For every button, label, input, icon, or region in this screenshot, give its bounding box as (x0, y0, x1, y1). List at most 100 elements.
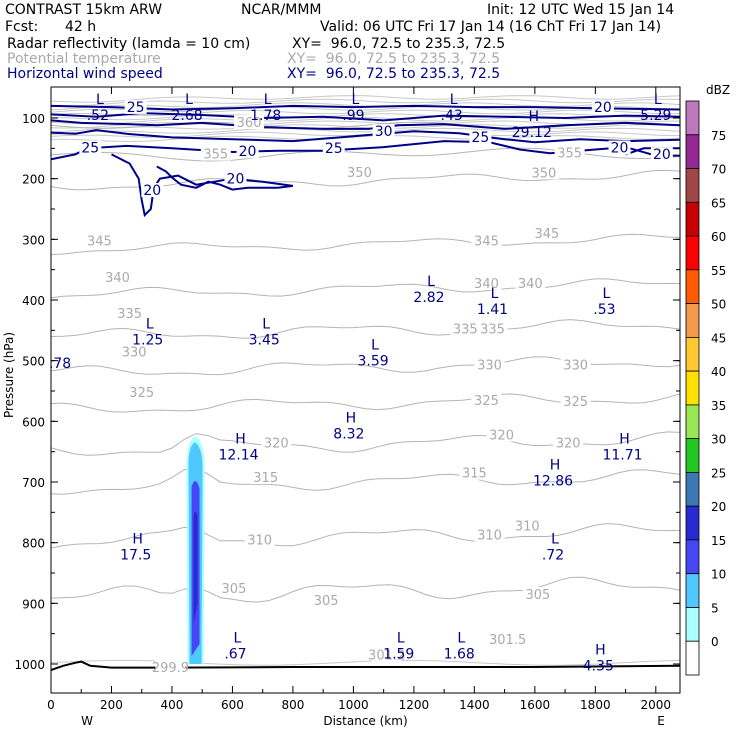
colorbar-level-label: 60 (711, 230, 726, 244)
wind-label-bg (141, 183, 164, 198)
theta-label: 335 (117, 307, 142, 322)
theta-label: 320 (489, 429, 514, 444)
theta-label-bg (261, 435, 292, 450)
low-marker: L (96, 92, 104, 108)
y-tick-label: 300 (22, 233, 45, 247)
x-tick-label: 200 (100, 698, 123, 712)
wind-label: 20 (239, 144, 257, 160)
low-marker: L (264, 92, 272, 108)
wind-contour (111, 153, 294, 218)
theta-label: 350 (532, 166, 557, 181)
theta-label-bg (250, 469, 281, 484)
colorbar-level-label: 55 (711, 264, 726, 278)
extremum-value: .72 (542, 548, 564, 564)
theta-label-bg (560, 357, 591, 372)
theta-contour-upper (51, 135, 680, 142)
low-marker: L (457, 631, 465, 647)
theta-label: 345 (535, 227, 560, 242)
theta-label-bg (218, 580, 249, 595)
high-marker: H (619, 432, 630, 448)
theta-label: 301.5 (489, 633, 526, 648)
theta-label: 310 (515, 520, 540, 535)
colorbar-swatch (685, 303, 700, 338)
east-label: E (657, 714, 665, 728)
low-marker: L (654, 92, 662, 108)
theta-label: 330 (563, 359, 588, 374)
field-xy-reflectivity: XY= 96.0, 72.5 to 235.3, 72.5 (292, 36, 506, 52)
theta-label-bg (486, 427, 517, 442)
west-label: W (81, 714, 93, 728)
theta-contour-upper (51, 116, 680, 125)
theta-label: 320 (556, 436, 581, 451)
theta-label-bg (471, 392, 502, 407)
colorbar-swatch (685, 471, 700, 507)
colorbar-swatch (685, 269, 700, 304)
x-tick-label: 600 (221, 698, 244, 712)
colorbar-level-label: 15 (711, 534, 726, 548)
reflectivity-20dbz (193, 511, 198, 624)
colorbar-level-label: 20 (711, 500, 726, 514)
theta-label-bg (560, 394, 591, 409)
extremum-value: 1.59 (383, 647, 414, 663)
extremum-value: 12.14 (218, 448, 258, 464)
theta-contour (51, 278, 680, 299)
theta-contour (51, 466, 680, 495)
axis-layer: 1002003004005006007008009001000Pressure … (2, 87, 680, 728)
wind-contour (51, 129, 680, 144)
theta-label: 305 (525, 588, 550, 603)
wind-label: 20 (143, 183, 161, 199)
theta-label-bg (371, 647, 402, 662)
y-tick-label: 100 (22, 112, 45, 126)
field-name-wind: Horizontal wind speed (7, 66, 163, 82)
colorbar-swatch (685, 201, 700, 237)
theta-label-bg (512, 518, 543, 533)
theta-label: 335 (480, 322, 505, 337)
wind-label-bg (79, 140, 102, 155)
theta-label-bg (477, 321, 508, 336)
colorbar-level-label: 50 (711, 298, 726, 312)
low-marker: L (351, 92, 359, 108)
theta-label: 305 (222, 582, 247, 597)
theta-label-bg (515, 275, 546, 290)
y-tick-label: 900 (22, 597, 45, 611)
theta-label-bg (471, 275, 502, 290)
theta-label: 310 (247, 533, 272, 548)
wind-contour (51, 140, 680, 161)
extremum-value: 1.41 (477, 302, 508, 318)
colorbar-level-label: 10 (711, 568, 726, 582)
field-name-theta: Potential temperature (7, 51, 161, 67)
wind-label: 25 (81, 141, 99, 157)
theta-label-bg (492, 631, 523, 646)
colorbar-level-label: 35 (711, 399, 726, 413)
theta-contour (51, 233, 680, 256)
terrain-line (51, 660, 680, 672)
colorbar-level-label: 75 (711, 129, 726, 143)
wind-label: 25 (325, 141, 343, 157)
y-tick-label: 500 (22, 355, 45, 369)
theta-label: 325 (474, 394, 499, 409)
theta-label-bg (474, 357, 505, 372)
theta-label: 310 (477, 529, 502, 544)
y-tick-label: 200 (22, 173, 45, 187)
x-axis-label: Distance (km) (323, 714, 407, 728)
theta-label-bg (344, 164, 375, 179)
theta-label: 320 (264, 436, 289, 451)
theta-label-bg (84, 233, 115, 248)
colorbar-level-label: 25 (711, 466, 726, 480)
wind-label-bg (236, 144, 259, 159)
theta-label: 340 (105, 271, 130, 286)
low-marker: L (450, 92, 458, 108)
colorbar-level-label: 45 (711, 331, 726, 345)
colorbar-swatch (685, 134, 700, 170)
wind-label-bg (608, 140, 631, 155)
valid-time: Valid: 06 UTC Fri 17 Jan 14 (16 ChT Fri … (320, 19, 662, 35)
y-tick-label: 1000 (14, 658, 45, 672)
theta-label: 340 (474, 277, 499, 292)
wind-contour (51, 104, 680, 111)
wind-label: 25 (127, 100, 145, 116)
field-xy-wind: XY= 96.0, 72.5 to 235.3, 72.5 (287, 66, 501, 82)
frame-layer (50, 86, 681, 694)
extremum-value: 17.5 (120, 548, 151, 564)
